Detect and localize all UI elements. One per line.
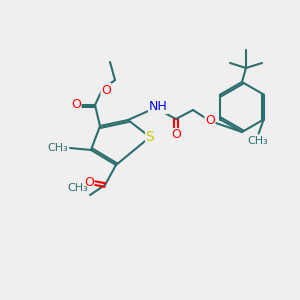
Text: O: O (84, 176, 94, 188)
Text: CH₃: CH₃ (247, 136, 268, 146)
Text: O: O (205, 115, 215, 128)
Text: O: O (101, 83, 111, 97)
Text: O: O (71, 98, 81, 112)
Text: CH₃: CH₃ (67, 183, 88, 193)
Text: CH₃: CH₃ (47, 143, 68, 153)
Text: NH: NH (148, 100, 167, 113)
Text: S: S (146, 130, 154, 144)
Text: O: O (171, 128, 181, 142)
